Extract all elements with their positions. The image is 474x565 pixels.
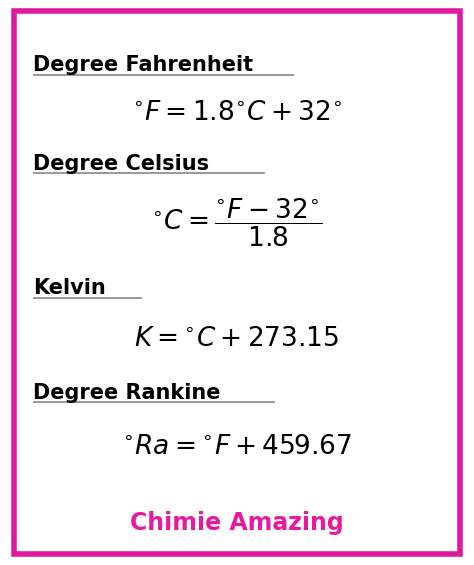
Text: Kelvin: Kelvin (33, 278, 106, 298)
Text: $^{\circ}C = \dfrac{^{\circ}F - 32^{\circ}}{1.8}$: $^{\circ}C = \dfrac{^{\circ}F - 32^{\cir… (151, 197, 323, 249)
Text: Degree Celsius: Degree Celsius (33, 154, 210, 174)
Text: $^{\circ}Ra =^{\circ} F + 459.67$: $^{\circ}Ra =^{\circ} F + 459.67$ (122, 434, 352, 459)
Text: Chimie Amazing: Chimie Amazing (130, 511, 344, 534)
Text: Degree Rankine: Degree Rankine (33, 383, 221, 403)
Text: Degree Fahrenheit: Degree Fahrenheit (33, 55, 253, 75)
Text: $K =^{\circ} C + 273.15$: $K =^{\circ} C + 273.15$ (135, 327, 339, 351)
Text: $^{\circ}F = 1.8^{\circ}C + 32^{\circ}$: $^{\circ}F = 1.8^{\circ}C + 32^{\circ}$ (132, 101, 342, 125)
